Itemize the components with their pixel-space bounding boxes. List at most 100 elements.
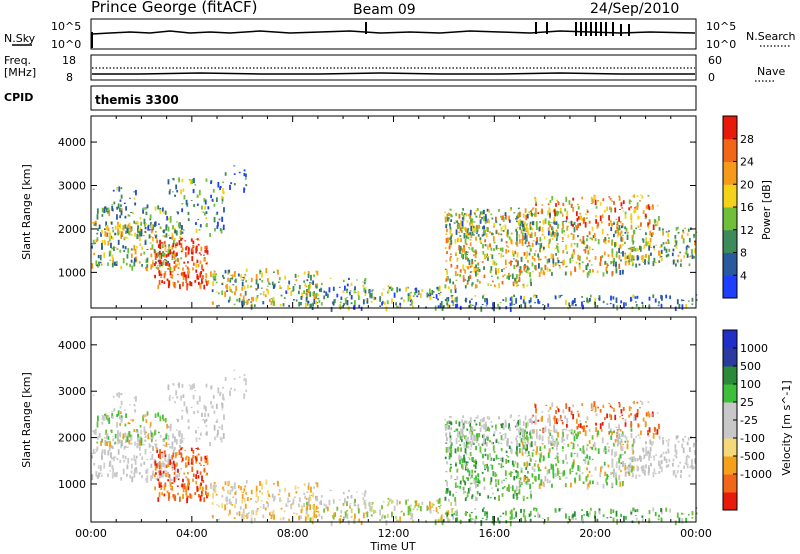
velocity-echo-cell xyxy=(163,450,166,454)
velocity-echo-cell xyxy=(464,491,467,493)
power-echo-cell xyxy=(616,251,618,255)
power-echo-cell xyxy=(318,300,321,303)
velocity-echo-cell xyxy=(303,492,306,495)
power-echo-cell xyxy=(505,245,508,247)
velocity-echo-cell xyxy=(568,429,571,432)
velocity-echo-cell xyxy=(564,415,567,419)
velocity-echo-cell xyxy=(167,479,170,482)
power-echo-cell xyxy=(129,227,132,230)
velocity-echo-cell xyxy=(142,415,145,422)
velocity-echo-cell xyxy=(228,481,230,485)
velocity-echo-cell xyxy=(625,516,627,520)
velocity-echo-cell xyxy=(487,466,489,472)
velocity-echo-cell xyxy=(216,419,219,423)
velocity-echo-cell xyxy=(470,511,473,514)
power-echo-cell xyxy=(531,209,534,211)
power-echo-cell xyxy=(188,179,191,181)
velocity-echo-cell xyxy=(159,470,162,476)
power-echo-cell xyxy=(518,274,521,277)
velocity-echo-cell xyxy=(127,421,130,425)
power-echo-cell xyxy=(694,240,696,243)
velocity-echo-cell xyxy=(461,428,464,435)
velocity-echo-cell xyxy=(486,511,488,515)
velocity-echo-cell xyxy=(667,463,670,468)
power-echo-cell xyxy=(486,244,489,250)
velocity-echo-cell xyxy=(556,418,558,425)
velocity-echo-cell xyxy=(576,426,579,430)
power-echo-cell xyxy=(156,265,159,267)
power-echo-cell xyxy=(306,291,309,297)
velocity-echo-cell xyxy=(616,429,619,431)
velocity-echo-cell xyxy=(518,443,521,447)
power-echo-cell xyxy=(121,231,124,237)
power-echo-cell xyxy=(455,303,457,309)
velocity-echo-cell xyxy=(500,423,503,429)
power-echo-cell xyxy=(474,253,477,259)
velocity-echo-cell xyxy=(174,463,177,465)
velocity-echo-cell xyxy=(195,437,198,442)
power-echo-cell xyxy=(544,218,547,224)
velocity-echo-cell xyxy=(652,507,655,512)
power-echo-cell xyxy=(305,296,308,300)
power-echo-cell xyxy=(195,247,198,252)
velocity-echo-cell xyxy=(655,454,658,456)
power-echo-cell xyxy=(555,221,558,226)
velocity-echo-cell xyxy=(463,454,465,461)
velocity-echo-cell xyxy=(555,438,558,441)
y-tick-label: 1000 xyxy=(58,478,86,491)
power-echo-cell xyxy=(346,296,348,299)
velocity-echo-cell xyxy=(490,497,492,499)
power-echo-cell xyxy=(483,294,485,296)
power-echo-cell xyxy=(694,248,696,254)
power-echo-cell xyxy=(116,248,119,250)
power-echo-cell xyxy=(133,245,136,251)
power-echo-cell xyxy=(551,237,554,240)
power-echo-cell xyxy=(100,242,103,246)
power-echo-cell xyxy=(535,294,538,299)
power-echo-cell xyxy=(674,235,677,239)
velocity-echo-cell xyxy=(447,510,450,515)
power-echo-cell xyxy=(193,204,196,207)
velocity-echo-cell xyxy=(288,500,291,502)
velocity-echo-cell xyxy=(135,469,138,474)
nsearch-label: N.Search xyxy=(746,30,796,43)
power-echo-cell xyxy=(686,253,689,258)
power-echo-cell xyxy=(502,230,505,232)
velocity-echo-cell xyxy=(185,476,187,478)
power-echo-cell xyxy=(126,225,129,228)
power-echo-cell xyxy=(468,248,471,250)
power-echo-cell xyxy=(149,222,152,226)
power-echo-cell xyxy=(635,263,638,268)
velocity-echo-cell xyxy=(465,477,468,479)
velocity-echo-cell xyxy=(460,447,462,452)
power-echo-cell xyxy=(490,213,493,216)
power-echo-cell xyxy=(626,231,629,234)
velocity-echo-cell xyxy=(618,433,621,439)
velocity-echo-cell xyxy=(585,421,587,423)
velocity-echo-cell xyxy=(116,421,118,428)
power-echo-cell xyxy=(185,274,187,278)
power-echo-cell xyxy=(266,288,268,291)
power-echo-cell xyxy=(611,239,614,245)
power-echo-cell xyxy=(195,269,198,273)
power-echo-cell xyxy=(142,207,145,211)
power-echo-cell xyxy=(279,304,282,307)
power-echo-cell xyxy=(305,285,308,288)
power-echo-cell xyxy=(687,228,690,232)
velocity-echo-cell xyxy=(547,410,550,413)
power-echo-cell xyxy=(511,250,514,255)
power-echo-cell xyxy=(500,215,503,220)
power-echo-cell xyxy=(410,300,413,306)
power-echo-cell xyxy=(525,306,528,308)
power-echo-cell xyxy=(307,300,310,304)
power-echo-cell xyxy=(599,256,602,262)
power-echo-cell xyxy=(168,246,171,251)
velocity-echo-cell xyxy=(501,457,504,463)
velocity-echo-cell xyxy=(456,468,459,470)
velocity-echo-cell xyxy=(437,506,440,508)
velocity-echo-cell xyxy=(158,483,161,488)
velocity-echo-cell xyxy=(259,482,262,484)
velocity-echo-cell xyxy=(493,458,495,462)
velocity-echo-cell xyxy=(632,507,634,512)
power-echo-cell xyxy=(111,204,114,206)
